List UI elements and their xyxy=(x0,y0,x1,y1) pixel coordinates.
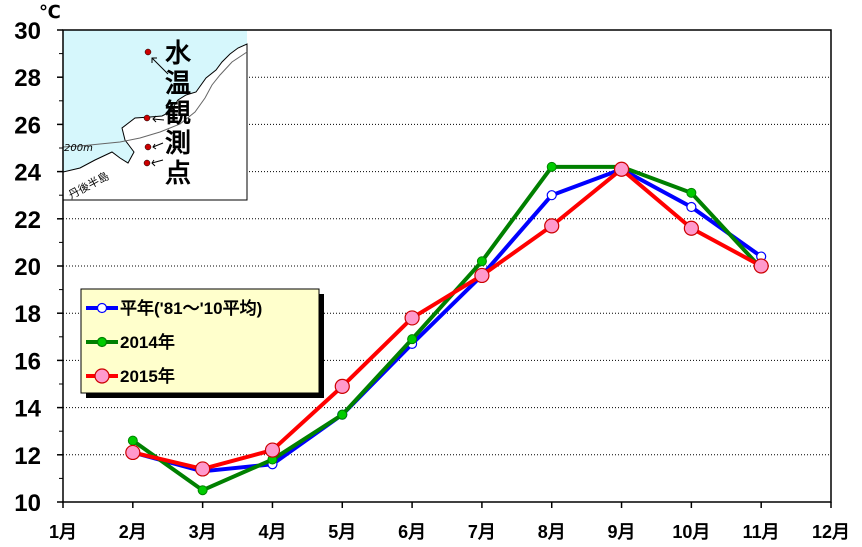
observation-point-4 xyxy=(143,159,151,167)
data-point xyxy=(686,187,697,198)
data-point xyxy=(546,190,557,201)
x-tick-label: 3月 xyxy=(189,522,217,542)
y-tick-label: 30 xyxy=(14,18,41,45)
data-point xyxy=(546,161,557,172)
x-tick-label: 8月 xyxy=(538,522,566,542)
observation-point-1 xyxy=(144,48,152,56)
x-tick-label: 5月 xyxy=(328,522,356,542)
x-tick-label: 7月 xyxy=(468,522,496,542)
observation-point-2 xyxy=(143,114,151,122)
pointer-arrows xyxy=(151,57,169,167)
y-tick-label: 18 xyxy=(14,301,41,328)
legend-box xyxy=(80,288,320,394)
y-tick-label: 20 xyxy=(14,254,41,281)
map-land xyxy=(62,43,248,201)
x-tick-label: 4月 xyxy=(258,522,286,542)
axes: 10 12 14 16 18 20 22 24 26 28 30℃ 1月 2月 3月 4月 5月 6月 7月 8月 9… xyxy=(14,2,850,542)
x-tick-label: 11月 xyxy=(743,522,780,542)
y-tick-label: 14 xyxy=(14,396,41,423)
legend-label: 平年('81～'10平均) xyxy=(120,298,262,318)
y-tick-label: 16 xyxy=(14,348,41,375)
y-unit-label: ℃ xyxy=(39,2,61,22)
legend-marker xyxy=(94,368,110,384)
series-line xyxy=(132,167,763,471)
legend-marker xyxy=(96,336,108,348)
x-tick-label: 12月 xyxy=(812,522,850,542)
legend-label: 2014年 xyxy=(120,332,175,352)
series-3 xyxy=(125,161,769,477)
data-point xyxy=(476,256,487,267)
depth-contour xyxy=(62,51,248,148)
y-tick-label: 12 xyxy=(14,443,41,470)
y-tick-label: 26 xyxy=(14,112,41,139)
data-point xyxy=(753,258,769,274)
data-point xyxy=(686,201,697,213)
data-point xyxy=(404,310,420,326)
x-tick-label: 2月 xyxy=(119,522,147,542)
depth-label: 200m xyxy=(64,143,93,154)
y-tick-label: 28 xyxy=(14,65,41,92)
data-point xyxy=(334,378,350,394)
legend: 平年('81～'10平均) 2014年 2015年 xyxy=(80,288,324,398)
data-point xyxy=(683,220,699,236)
data-point xyxy=(474,267,490,284)
series-lines xyxy=(125,161,769,496)
y-tick-label: 22 xyxy=(14,207,41,234)
data-point xyxy=(337,409,348,420)
legend-marker xyxy=(96,302,108,314)
data-point xyxy=(197,485,208,496)
data-point xyxy=(264,442,281,458)
data-point xyxy=(407,334,418,345)
data-point xyxy=(613,161,630,177)
y-tick-label: 10 xyxy=(14,490,41,517)
data-point xyxy=(195,461,211,477)
inset-map: 200m 丹後半島 水温観測点 xyxy=(62,30,248,202)
observation-point-3 xyxy=(144,143,152,151)
x-tick-label: 1月 xyxy=(49,522,77,542)
data-point xyxy=(544,218,560,234)
legend-label: 2015年 xyxy=(120,366,175,386)
x-tick-label: 10月 xyxy=(672,522,710,542)
x-tick-label: 6月 xyxy=(398,522,426,542)
series-2 xyxy=(127,161,767,496)
map-caption: 水温観測点 xyxy=(165,39,192,189)
y-tick-label: 24 xyxy=(14,160,41,187)
grid-lines xyxy=(63,76,831,456)
data-point xyxy=(127,435,138,446)
x-tick-label: 9月 xyxy=(608,522,636,542)
data-point xyxy=(125,444,141,461)
series-line xyxy=(131,164,763,493)
series-line xyxy=(132,167,763,474)
